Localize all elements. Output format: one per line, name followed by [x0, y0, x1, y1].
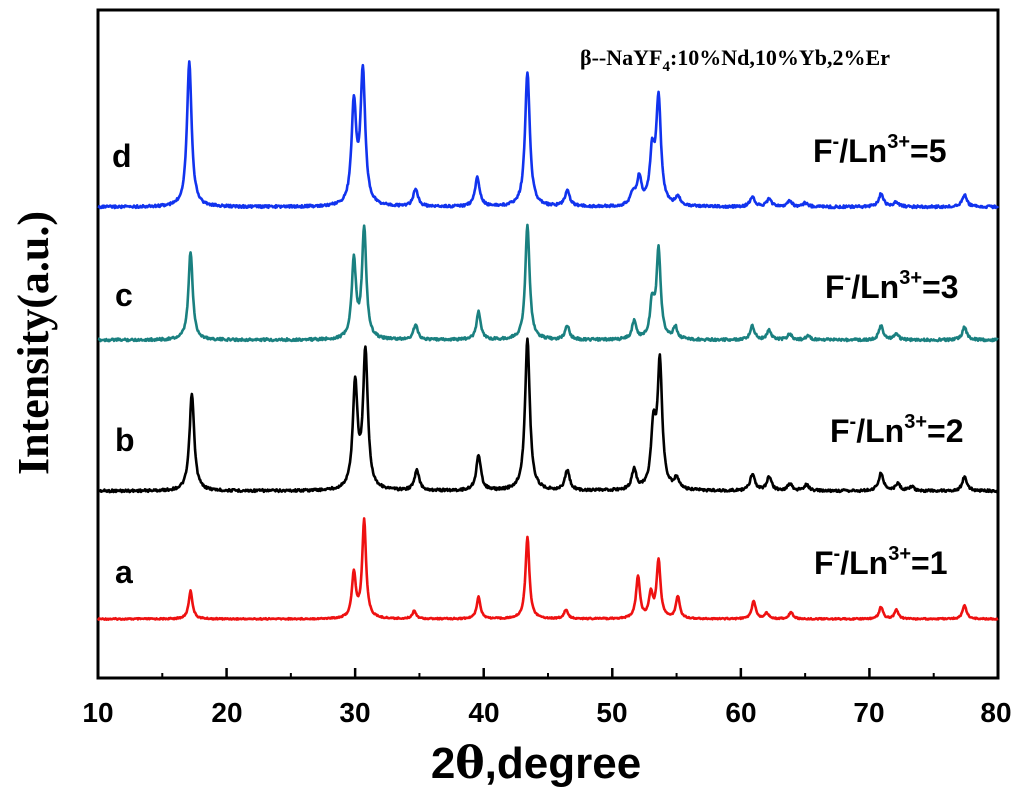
x-tick-label: 30	[339, 697, 370, 728]
series-line-a	[96, 517, 999, 621]
x-tick-label: 70	[853, 697, 884, 728]
ratio-label-c: F-/Ln3+=3	[825, 267, 959, 305]
composition-annotation: β--NaYF4:10%Nd,10%Yb,2%Er	[580, 45, 890, 75]
x-axis-ticks	[96, 668, 1000, 678]
series-line-c	[97, 223, 999, 343]
series-letter-c: c	[115, 277, 133, 313]
series-layer	[96, 60, 1000, 621]
x-tick-label: 50	[596, 697, 627, 728]
ratio-label-d: F-/Ln3+=5	[813, 131, 947, 169]
x-tick-label: 60	[725, 697, 756, 728]
x-tick-label: 20	[211, 697, 242, 728]
series-letter-a: a	[115, 554, 133, 590]
series-letter-b: b	[115, 422, 135, 458]
ratio-label-b: F-/Ln3+=2	[830, 411, 964, 449]
x-tick-label: 80	[980, 697, 1011, 728]
x-tick-label: 10	[82, 697, 113, 728]
x-axis-title: 2θ,degree	[431, 738, 641, 789]
series-letter-d: d	[112, 138, 132, 174]
x-tick-label: 40	[468, 697, 499, 728]
series-line-d	[97, 60, 1000, 210]
ratio-label-a: F-/Ln3+=1	[814, 543, 948, 581]
series-line-b	[96, 337, 999, 494]
y-axis-title: Intensity(a.u.)	[9, 211, 58, 475]
